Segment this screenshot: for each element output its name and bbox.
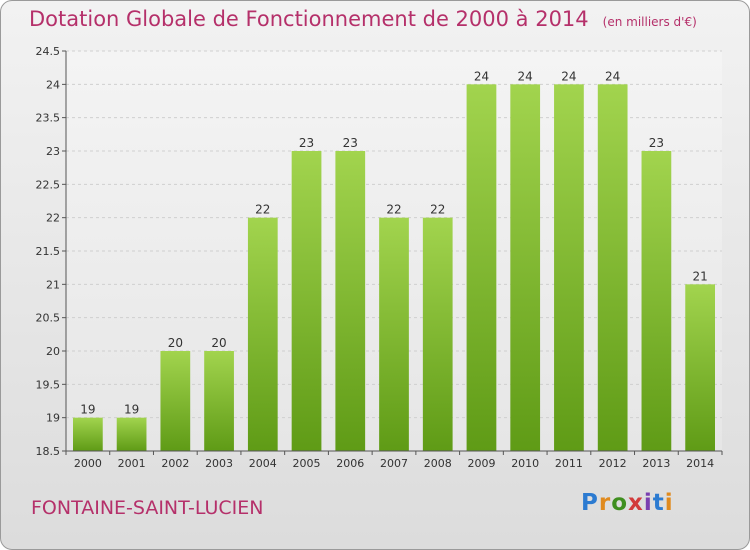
bar: [510, 84, 541, 451]
data-label: 19: [124, 403, 139, 417]
data-label: 20: [211, 336, 226, 350]
x-tick-label: 2013: [642, 457, 670, 470]
x-tick-label: 2008: [424, 457, 452, 470]
unit-label: (en milliers d'€): [602, 15, 697, 29]
bar: [204, 351, 234, 451]
data-label: 23: [299, 136, 314, 150]
data-label: 21: [692, 269, 707, 283]
bar: [116, 417, 147, 451]
data-label: 20: [168, 336, 183, 350]
bar: [422, 217, 453, 451]
data-label: 19: [80, 403, 95, 417]
logo-letter: x: [628, 490, 644, 516]
x-tick-label: 2004: [249, 457, 277, 470]
logo-letter: r: [598, 490, 612, 516]
title-text: Dotation Globale de Fonctionnement de 20…: [29, 7, 589, 31]
logo-letter: i: [664, 490, 674, 516]
y-tick-label: 23: [46, 145, 60, 158]
data-label: 22: [386, 203, 401, 217]
y-tick-label: 22: [46, 212, 60, 225]
y-tick-label: 19: [46, 412, 60, 425]
y-tick-label: 21: [46, 278, 60, 291]
x-tick-label: 2001: [118, 457, 146, 470]
y-tick-label: 18.5: [36, 445, 61, 458]
x-tick-label: 2006: [336, 457, 364, 470]
x-axis: 2000 2001 2002 2003 2004 2005 2006 2007 2008 2009…: [65, 450, 723, 470]
y-tick-label: 20: [46, 345, 60, 358]
bar: [554, 84, 584, 451]
data-label: 22: [255, 203, 270, 217]
bar: [641, 151, 672, 451]
bar: [72, 417, 103, 451]
x-tick-label: 2002: [161, 457, 189, 470]
logo-letter: P: [581, 490, 599, 516]
y-tick-label: 19.5: [36, 378, 61, 391]
bar: [466, 84, 497, 451]
bar: [160, 351, 191, 451]
bar: [597, 84, 628, 451]
bar: [335, 151, 366, 451]
data-label: 23: [343, 136, 358, 150]
y-axis: 18.5 19 19.5 20 20.5 21 21.5 22 22.5 23 23.5 24 24.5: [36, 45, 67, 458]
x-tick-label: 2007: [380, 457, 408, 470]
x-tick-label: 2011: [555, 457, 583, 470]
y-tick-label: 21.5: [36, 245, 61, 258]
chart-title: Dotation Globale de Fonctionnement de 20…: [29, 7, 697, 31]
x-tick-label: 2010: [511, 457, 539, 470]
x-tick-label: 2014: [686, 457, 714, 470]
logo-letter: i: [643, 490, 653, 516]
bars: 19 19 20 20 22 23 23 22 22 24 24 24 24 23 21: [72, 69, 716, 451]
data-label: 23: [649, 136, 664, 150]
data-label: 24: [518, 69, 533, 83]
data-label: 24: [474, 69, 489, 83]
bar: [247, 217, 278, 451]
x-tick-label: 2005: [293, 457, 321, 470]
data-label: 24: [605, 69, 620, 83]
y-tick-label: 24.5: [36, 45, 61, 58]
data-label: 22: [430, 203, 445, 217]
x-tick-label: 2012: [599, 457, 627, 470]
x-tick-label: 2000: [74, 457, 102, 470]
x-tick-label: 2003: [205, 457, 233, 470]
y-tick-label: 23.5: [36, 112, 61, 125]
bar: [685, 284, 716, 451]
proxiti-logo: Proxiti: [581, 490, 674, 516]
commune-name: FONTAINE-SAINT-LUCIEN: [31, 497, 264, 519]
bar: [379, 217, 409, 451]
logo-letter: t: [652, 490, 665, 516]
bar: [291, 151, 322, 451]
x-tick-label: 2009: [467, 457, 495, 470]
y-tick-label: 20.5: [36, 312, 61, 325]
y-tick-label: 22.5: [36, 178, 61, 191]
data-label: 24: [561, 69, 576, 83]
y-tick-label: 24: [46, 78, 60, 91]
logo-letter: o: [611, 490, 629, 516]
